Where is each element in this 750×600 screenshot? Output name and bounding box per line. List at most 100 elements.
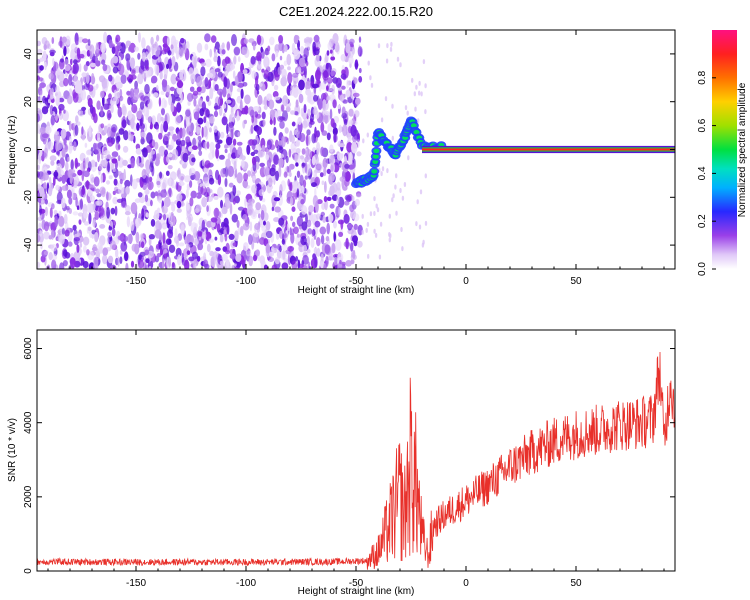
noise-blob xyxy=(417,118,420,124)
noise-blob xyxy=(345,237,349,250)
noise-blob xyxy=(80,162,86,172)
noise-blob xyxy=(213,207,220,218)
noise-blob xyxy=(82,38,89,44)
noise-blob xyxy=(111,151,119,158)
noise-blob xyxy=(188,167,196,176)
noise-blob xyxy=(74,124,79,136)
noise-blob xyxy=(200,62,207,67)
noise-blob xyxy=(58,210,62,217)
noise-blob xyxy=(76,244,80,253)
noise-blob xyxy=(312,41,316,53)
noise-blob xyxy=(291,206,296,212)
noise-blob xyxy=(293,34,299,45)
noise-blob xyxy=(51,37,55,44)
noise-blob xyxy=(251,115,255,123)
noise-blob xyxy=(169,201,175,206)
noise-blob xyxy=(261,68,265,73)
noise-blob xyxy=(411,77,414,83)
noise-blob xyxy=(215,247,221,252)
noise-blob xyxy=(305,213,308,224)
x-tick-label: -50 xyxy=(349,578,364,589)
noise-blob xyxy=(111,124,118,133)
noise-blob xyxy=(299,155,305,160)
noise-blob xyxy=(130,221,135,232)
noise-blob xyxy=(265,230,273,239)
noise-blob xyxy=(263,69,269,79)
noise-blob xyxy=(296,170,301,178)
noise-blob xyxy=(236,220,240,228)
noise-blob xyxy=(237,206,245,211)
noise-blob xyxy=(166,36,170,46)
noise-blob xyxy=(137,259,145,269)
x-tick-label: 0 xyxy=(463,578,469,589)
noise-blob xyxy=(319,226,327,235)
noise-blob xyxy=(156,84,159,92)
noise-blob xyxy=(186,250,191,256)
noise-blob xyxy=(300,198,305,205)
noise-blob xyxy=(115,132,120,144)
noise-blob xyxy=(70,43,78,52)
noise-blob xyxy=(286,53,292,66)
noise-blob xyxy=(129,118,135,128)
snr-series-line xyxy=(37,351,675,570)
noise-blob xyxy=(49,81,53,89)
noise-blob xyxy=(94,231,99,243)
noise-blob xyxy=(51,203,55,210)
noise-blob xyxy=(308,266,312,269)
noise-blob xyxy=(106,180,110,185)
noise-blob xyxy=(271,264,278,269)
noise-blob xyxy=(388,213,391,219)
noise-blob xyxy=(151,115,156,125)
noise-blob xyxy=(184,259,190,269)
noise-blob xyxy=(229,114,232,123)
noise-blob xyxy=(49,182,54,193)
noise-blob xyxy=(290,232,295,244)
noise-blob xyxy=(174,228,178,239)
noise-blob xyxy=(124,235,128,242)
noise-blob xyxy=(259,162,266,167)
noise-blob xyxy=(228,233,235,240)
noise-blob xyxy=(324,111,330,116)
noise-blob xyxy=(188,256,195,262)
noise-blob xyxy=(306,235,310,247)
noise-blob xyxy=(334,41,340,53)
noise-blob xyxy=(148,152,153,162)
noise-blob xyxy=(250,124,254,134)
noise-blob xyxy=(84,142,88,148)
noise-blob xyxy=(330,70,336,76)
noise-blob xyxy=(47,264,51,269)
noise-blob xyxy=(156,153,160,160)
noise-blob xyxy=(39,205,42,216)
noise-blob xyxy=(167,165,173,170)
noise-blob xyxy=(239,99,243,112)
noise-blob xyxy=(37,48,43,55)
noise-blob xyxy=(168,244,176,253)
noise-blob xyxy=(70,58,73,66)
noise-blob xyxy=(167,131,171,136)
noise-blob xyxy=(125,53,131,62)
noise-blob xyxy=(365,227,368,233)
noise-blob xyxy=(55,85,60,94)
noise-blob xyxy=(79,198,83,210)
noise-blob xyxy=(205,95,210,102)
noise-blob xyxy=(329,49,333,54)
noise-blob xyxy=(141,148,148,153)
noise-blob xyxy=(277,243,281,251)
noise-blob xyxy=(168,188,172,195)
noise-blob xyxy=(298,79,305,91)
noise-blob xyxy=(293,226,299,235)
noise-blob xyxy=(328,213,334,223)
noise-blob xyxy=(63,77,69,87)
noise-blob xyxy=(44,61,47,71)
noise-blob xyxy=(243,263,246,269)
noise-blob xyxy=(413,91,416,97)
noise-blob xyxy=(226,224,230,235)
noise-blob xyxy=(118,144,121,150)
noise-blob xyxy=(189,180,193,188)
noise-blob xyxy=(292,72,299,78)
noise-blob xyxy=(89,62,96,68)
noise-blob xyxy=(266,93,273,102)
noise-blob xyxy=(337,219,345,225)
noise-blob xyxy=(150,36,154,46)
noise-blob xyxy=(331,242,336,254)
